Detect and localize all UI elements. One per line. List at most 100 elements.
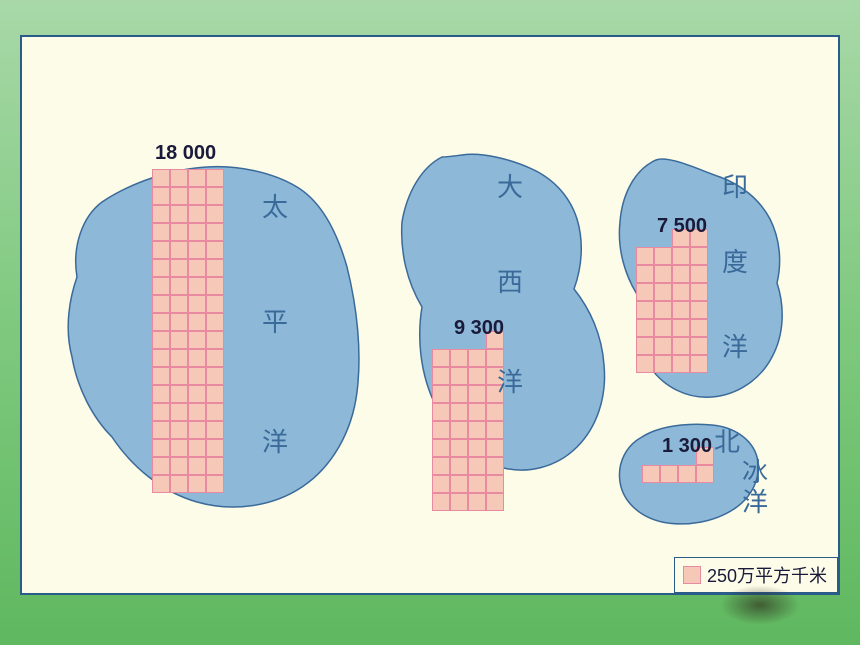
grid-cell — [450, 385, 468, 403]
grid-cell — [152, 277, 170, 295]
grid-cell — [432, 421, 450, 439]
grid-cell — [152, 169, 170, 187]
value-atlantic: 9 300 — [454, 317, 504, 340]
grid-cell — [654, 337, 672, 355]
grid-cell — [152, 223, 170, 241]
name-indian-1: 度 — [722, 242, 748, 279]
name-pacific-0: 太 — [262, 187, 288, 224]
grid-cell — [188, 313, 206, 331]
grid-cell — [636, 337, 654, 355]
grid-cell — [206, 457, 224, 475]
grid-cell — [152, 259, 170, 277]
grid-cell — [170, 259, 188, 277]
grid-cell — [450, 475, 468, 493]
grid-cell — [188, 205, 206, 223]
grid-cell — [432, 439, 450, 457]
grid-cell — [152, 187, 170, 205]
grid-cell — [188, 385, 206, 403]
decorative-shadow — [720, 585, 800, 625]
grid-cell — [188, 187, 206, 205]
grid-cell — [206, 349, 224, 367]
grid-cell — [152, 367, 170, 385]
name-indian-2: 洋 — [722, 327, 748, 364]
grid-cell — [432, 403, 450, 421]
grid-cell — [672, 283, 690, 301]
name-atlantic-2: 洋 — [497, 362, 523, 399]
grid-cell — [188, 475, 206, 493]
grid-cell — [654, 265, 672, 283]
grid-cell — [188, 295, 206, 313]
grid-cell — [188, 367, 206, 385]
grid-cell — [188, 223, 206, 241]
grid-cell — [206, 421, 224, 439]
grid-cell — [170, 349, 188, 367]
grid-cell — [170, 295, 188, 313]
grid-cell — [672, 319, 690, 337]
grid-cell — [486, 403, 504, 421]
grid-cell — [152, 331, 170, 349]
grid-cell — [206, 313, 224, 331]
grid-cell — [486, 475, 504, 493]
grid-cell — [450, 439, 468, 457]
value-arctic: 1 300 — [662, 435, 712, 458]
grid-cell — [152, 475, 170, 493]
grid-cell — [672, 355, 690, 373]
value-pacific: 18 000 — [155, 142, 216, 165]
grid-cell — [206, 367, 224, 385]
grid-cell — [432, 367, 450, 385]
grid-cell — [206, 187, 224, 205]
grid-cell — [206, 169, 224, 187]
grid-cell — [188, 457, 206, 475]
grid-cell — [170, 475, 188, 493]
grid-cell — [188, 241, 206, 259]
grid-cell — [152, 241, 170, 259]
grid-cell — [432, 493, 450, 511]
grid-cell — [654, 301, 672, 319]
grid-cell — [636, 247, 654, 265]
grid-cell — [450, 421, 468, 439]
grid-cell — [654, 247, 672, 265]
grid-cell — [636, 265, 654, 283]
grid-cell — [188, 331, 206, 349]
grid-cell — [170, 331, 188, 349]
name-indian-0: 印 — [722, 167, 748, 204]
grid-cell — [636, 301, 654, 319]
grid-cell — [690, 355, 708, 373]
grid-cell — [170, 457, 188, 475]
grid-cell — [660, 465, 678, 483]
grid-cell — [152, 385, 170, 403]
grid-cell — [450, 493, 468, 511]
grid-cell — [170, 187, 188, 205]
grid-cell — [170, 439, 188, 457]
grid-cell — [636, 355, 654, 373]
grid-cell — [152, 457, 170, 475]
grid-cell — [206, 439, 224, 457]
grid-cell — [654, 319, 672, 337]
grid-cell — [206, 385, 224, 403]
grid-cell — [206, 259, 224, 277]
name-atlantic-1: 西 — [497, 262, 523, 299]
grid-cell — [642, 465, 660, 483]
grid-cell — [468, 421, 486, 439]
grid-cell — [152, 205, 170, 223]
grid-cell — [468, 349, 486, 367]
grid-cell — [170, 313, 188, 331]
legend-text: 250万平方千米 — [707, 562, 827, 588]
grid-cell — [170, 223, 188, 241]
grid-cell — [188, 169, 206, 187]
grid-cell — [450, 367, 468, 385]
grid-cell — [432, 475, 450, 493]
grid-cell — [206, 241, 224, 259]
ocean-shapes-svg — [22, 37, 842, 597]
grid-cell — [654, 355, 672, 373]
grid-cell — [654, 283, 672, 301]
grid-cell — [690, 265, 708, 283]
name-pacific-2: 洋 — [262, 422, 288, 459]
grid-cell — [170, 205, 188, 223]
grid-cell — [690, 283, 708, 301]
grid-cell — [468, 475, 486, 493]
grid-cell — [468, 457, 486, 475]
grid-cell — [696, 465, 714, 483]
grid-cell — [468, 367, 486, 385]
grid-cell — [486, 493, 504, 511]
